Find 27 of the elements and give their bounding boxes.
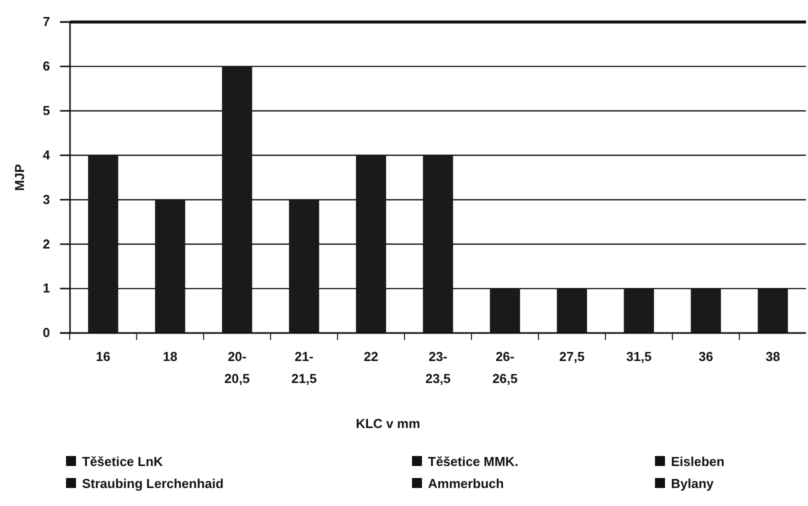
text: Straubing Lerchenhaid — [82, 476, 224, 491]
x-tick-label: 38 — [766, 349, 780, 364]
x-tick-label: 16 — [96, 349, 110, 364]
y-tick-label: 4 — [42, 147, 51, 162]
x-axis-title: KLC v mm — [356, 416, 420, 431]
y-tick-label: 5 — [42, 103, 50, 118]
y-tick-label: 6 — [42, 58, 50, 74]
text: Ammerbuch — [428, 476, 504, 491]
x-tick-label: 18 — [162, 349, 178, 364]
x-tick-label: 31,5 — [626, 349, 652, 364]
text: Bylany — [671, 476, 714, 491]
y-tick-label: 0 — [42, 325, 50, 340]
y-tick-label: 2 — [42, 236, 50, 252]
text: Těšetice MMK. — [428, 454, 518, 469]
x-tick-label: 23- 23,5 — [425, 349, 451, 386]
x-tick-label: 21- 21,5 — [291, 349, 317, 386]
y-axis-title: MJP — [12, 164, 27, 191]
y-tick-label: 7 — [42, 14, 50, 30]
text: Těšetice LnK — [82, 454, 164, 469]
x-tick-label: 36 — [698, 349, 714, 364]
x-tick-label: 27,5 — [559, 349, 585, 364]
x-tick-label: 26- 26,5 — [492, 349, 518, 386]
x-tick-label: 22 — [364, 349, 378, 364]
text: Eisleben — [671, 454, 725, 469]
y-tick-label: 1 — [42, 280, 50, 296]
y-tick-label: 3 — [42, 192, 50, 207]
x-tick-label: 20- 20,5 — [224, 349, 250, 386]
